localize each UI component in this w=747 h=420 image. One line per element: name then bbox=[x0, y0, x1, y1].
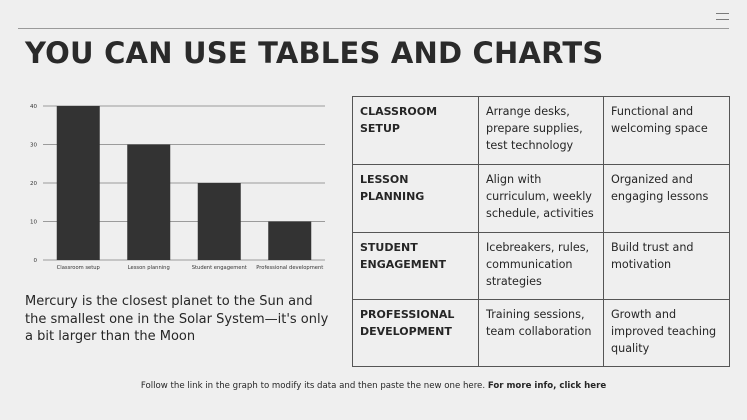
info-table: CLASSROOM SETUP Arrange desks, prepare s… bbox=[352, 96, 730, 367]
table-cell-outcome: Growth and improved teaching quality bbox=[603, 299, 730, 367]
footer-text: Follow the link in the graph to modify i… bbox=[140, 381, 486, 391]
table-cell-outcome: Functional and welcoming space bbox=[603, 96, 730, 165]
top-divider bbox=[18, 28, 729, 29]
table-cell-tasks: Icebreakers, rules, communication strate… bbox=[478, 232, 604, 300]
x-tick-label: Lesson planning bbox=[128, 265, 170, 271]
table-cell-outcome: Organized and engaging lessons bbox=[603, 164, 730, 233]
bar-chart-svg[interactable]: 0 10 20 30 40 Classroom setup Lesson planning S… bbox=[25, 96, 330, 276]
slide-title: YOU CAN USE TABLES AND CHARTS bbox=[25, 36, 604, 70]
bar bbox=[197, 183, 241, 260]
table-cell-category: LESSON PLANNING bbox=[352, 164, 479, 233]
table-cell-category: STUDENT ENGAGEMENT bbox=[352, 232, 479, 300]
table-cell-tasks: Align with curriculum, weekly schedule, … bbox=[478, 164, 604, 233]
footer-link[interactable]: For more info, click here bbox=[487, 381, 607, 391]
table-row: STUDENT ENGAGEMENT Icebreakers, rules, c… bbox=[352, 232, 730, 300]
body-text: Mercury is the closest planet to the Sun… bbox=[25, 294, 329, 344]
table-cell-category: CLASSROOM SETUP bbox=[352, 96, 479, 165]
bar bbox=[127, 144, 171, 260]
table-cell-tasks: Training sessions, team collaboration bbox=[478, 299, 604, 367]
bar bbox=[268, 221, 312, 260]
y-tick-label: 0 bbox=[34, 258, 38, 264]
y-tick-label: 10 bbox=[30, 220, 37, 226]
y-tick-label: 30 bbox=[30, 143, 37, 149]
y-tick-label: 20 bbox=[30, 181, 37, 187]
y-tick-label: 40 bbox=[30, 104, 37, 110]
table-row: PROFESSIONAL DEVELOPMENT Training sessio… bbox=[352, 299, 730, 367]
table-row: LESSON PLANNING Align with curriculum, w… bbox=[352, 164, 730, 233]
bar-chart[interactable]: 0 10 20 30 40 Classroom setup Lesson planning S… bbox=[25, 96, 330, 280]
table-cell-outcome: Build trust and motivation bbox=[603, 232, 730, 300]
table-row: CLASSROOM SETUP Arrange desks, prepare s… bbox=[352, 96, 730, 165]
table-cell-tasks: Arrange desks, prepare supplies, test te… bbox=[478, 96, 604, 165]
x-tick-label: Student engagement bbox=[192, 265, 247, 271]
bar bbox=[56, 106, 100, 260]
footer: Follow the link in the graph to modify i… bbox=[0, 381, 747, 391]
x-tick-label: Professional development bbox=[256, 265, 323, 271]
x-tick-label: Classroom setup bbox=[57, 265, 101, 271]
menu-icon[interactable] bbox=[716, 13, 729, 21]
table-cell-category: PROFESSIONAL DEVELOPMENT bbox=[352, 299, 479, 367]
